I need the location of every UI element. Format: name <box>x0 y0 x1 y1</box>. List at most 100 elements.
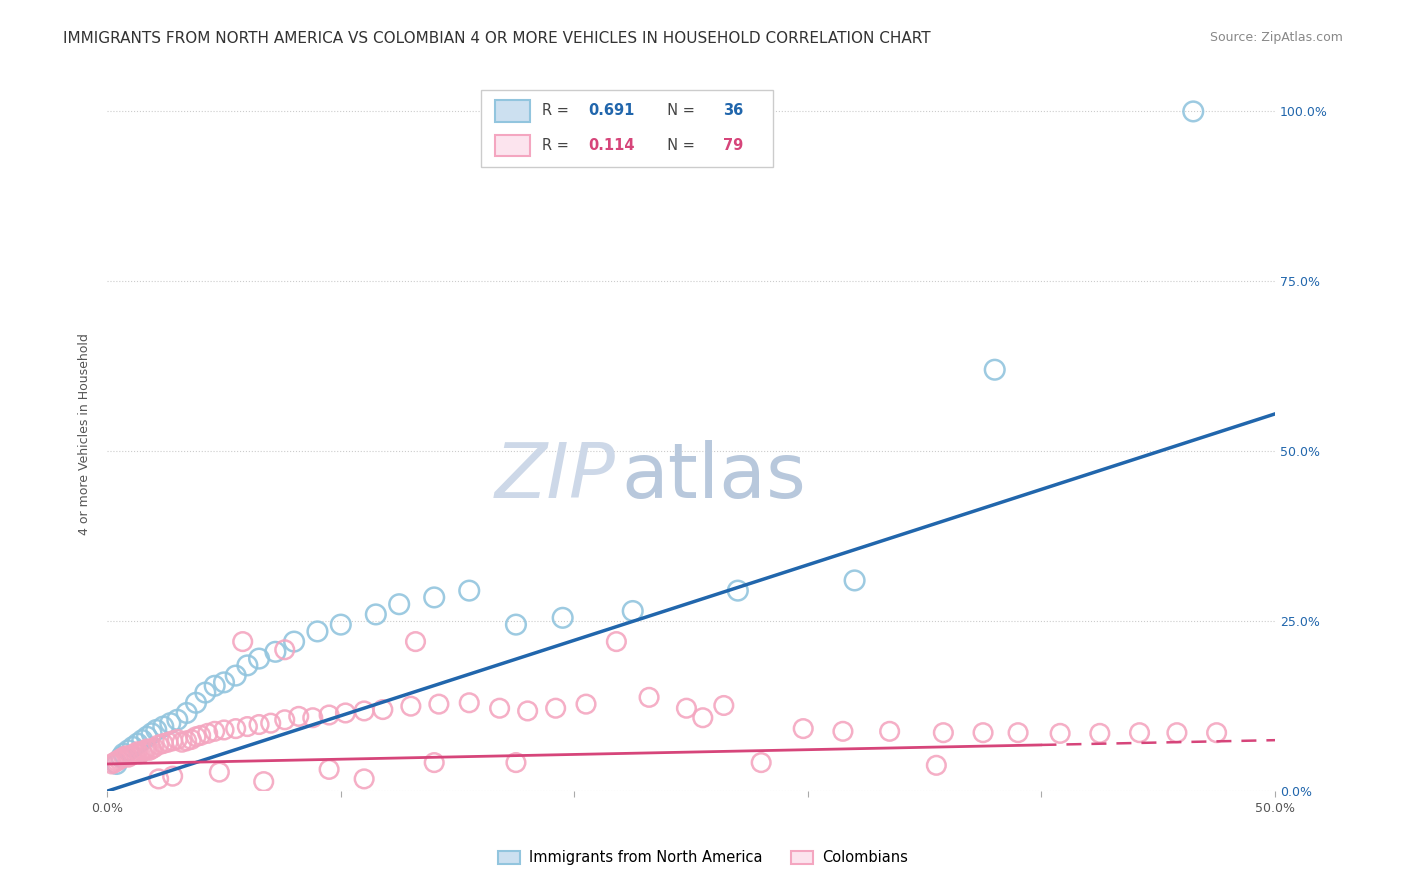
Point <box>162 769 184 783</box>
Point <box>932 725 955 739</box>
Point <box>353 704 375 718</box>
Point <box>148 738 170 752</box>
Point <box>176 734 198 748</box>
Point <box>162 734 184 748</box>
Point <box>260 716 283 731</box>
Point <box>1182 104 1205 119</box>
Point <box>925 758 948 772</box>
Point <box>458 583 481 598</box>
Text: N =: N = <box>658 103 700 119</box>
Point <box>274 713 297 727</box>
Point <box>204 724 226 739</box>
Point <box>110 751 132 765</box>
Text: 0.691: 0.691 <box>588 103 634 119</box>
Point <box>983 362 1005 376</box>
Point <box>225 722 247 736</box>
Point <box>197 726 219 740</box>
Point <box>194 685 217 699</box>
Point <box>117 750 139 764</box>
Point <box>105 756 128 771</box>
Point <box>879 724 901 739</box>
Point <box>120 748 142 763</box>
Point <box>212 723 235 737</box>
Y-axis label: 4 or more Vehicles in Household: 4 or more Vehicles in Household <box>79 334 91 535</box>
Point <box>353 772 375 786</box>
Point <box>136 730 159 744</box>
Point <box>318 763 340 777</box>
Point <box>138 743 160 757</box>
Point <box>122 747 145 762</box>
Point <box>236 720 259 734</box>
Point <box>236 658 259 673</box>
Point <box>247 717 270 731</box>
Point <box>287 709 309 723</box>
Point <box>264 645 287 659</box>
Point <box>112 747 135 761</box>
Point <box>134 743 156 757</box>
Point <box>105 754 128 768</box>
Point <box>423 756 446 770</box>
Bar <box>495 135 530 156</box>
Point <box>112 750 135 764</box>
Point <box>127 737 149 751</box>
Point <box>364 607 387 622</box>
Point <box>124 746 146 760</box>
Point <box>505 756 527 770</box>
Point <box>103 756 125 770</box>
Point <box>1166 725 1188 739</box>
Point <box>307 624 329 639</box>
Point <box>122 739 145 754</box>
Point <box>605 634 627 648</box>
Point <box>399 699 422 714</box>
Point <box>832 724 855 739</box>
Point <box>166 732 188 747</box>
Point <box>184 730 207 744</box>
Text: N =: N = <box>658 137 700 153</box>
Point <box>127 745 149 759</box>
Text: atlas: atlas <box>621 440 806 514</box>
Point <box>176 706 198 720</box>
Point <box>1088 726 1111 740</box>
Point <box>692 711 714 725</box>
Point <box>1049 726 1071 740</box>
Point <box>371 702 394 716</box>
Text: IMMIGRANTS FROM NORTH AMERICA VS COLOMBIAN 4 OR MORE VEHICLES IN HOUSEHOLD CORRE: IMMIGRANTS FROM NORTH AMERICA VS COLOMBI… <box>63 31 931 46</box>
Point <box>713 698 735 713</box>
Point <box>1128 725 1150 739</box>
Text: R =: R = <box>541 137 574 153</box>
Point <box>972 725 994 739</box>
Point <box>335 706 357 720</box>
Point <box>110 750 132 764</box>
Point <box>184 696 207 710</box>
Point <box>551 611 574 625</box>
Point <box>253 774 276 789</box>
Text: 0.114: 0.114 <box>588 137 636 153</box>
Point <box>727 583 749 598</box>
Point <box>301 711 323 725</box>
Point <box>405 634 427 648</box>
Legend: Immigrants from North America, Colombians: Immigrants from North America, Colombian… <box>492 845 914 871</box>
Text: Source: ZipAtlas.com: Source: ZipAtlas.com <box>1209 31 1343 45</box>
Point <box>792 722 814 736</box>
Point <box>423 591 446 605</box>
Point <box>212 675 235 690</box>
Point <box>208 765 231 780</box>
Text: R =: R = <box>541 103 574 119</box>
Point <box>575 697 598 711</box>
Point <box>621 604 644 618</box>
Point <box>488 701 510 715</box>
Point <box>152 720 174 734</box>
Point <box>329 617 352 632</box>
Point <box>170 735 193 749</box>
Point <box>1007 725 1029 739</box>
Point <box>115 748 138 763</box>
Text: 79: 79 <box>723 137 742 153</box>
Point <box>148 772 170 786</box>
Point <box>274 642 297 657</box>
Point <box>505 617 527 632</box>
Point <box>225 668 247 682</box>
Point <box>318 708 340 723</box>
Point <box>204 679 226 693</box>
Point <box>458 696 481 710</box>
Point <box>180 732 202 747</box>
